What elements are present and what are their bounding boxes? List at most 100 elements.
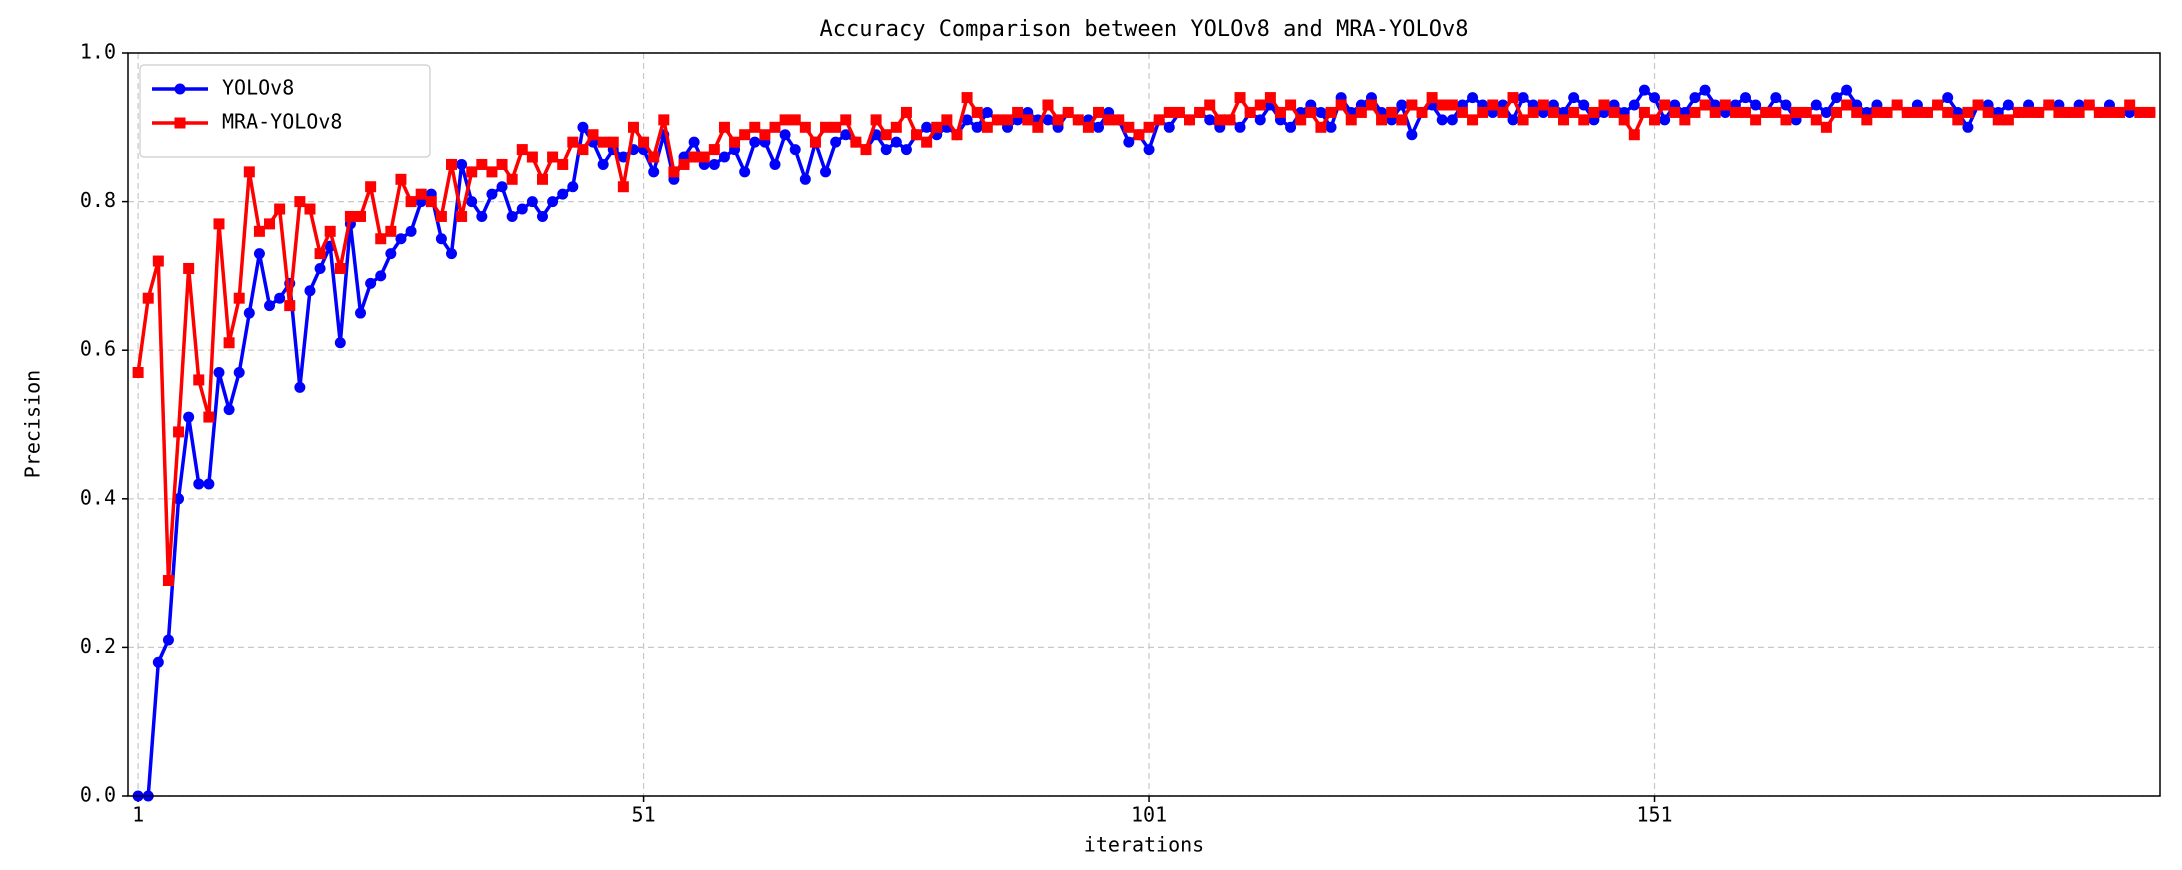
data-point xyxy=(708,158,720,170)
data-point xyxy=(365,181,377,193)
data-point xyxy=(274,292,286,304)
data-point xyxy=(860,144,872,156)
data-point xyxy=(820,121,832,133)
data-point xyxy=(334,337,346,349)
data-point xyxy=(2002,114,2014,126)
data-point xyxy=(264,218,276,230)
data-point xyxy=(1628,99,1640,111)
data-point xyxy=(1477,106,1489,118)
data-point xyxy=(1810,99,1822,111)
data-point xyxy=(365,277,377,289)
legend-marker xyxy=(174,83,186,95)
data-point xyxy=(294,196,306,208)
data-point xyxy=(243,166,255,178)
data-point xyxy=(1183,114,1195,126)
data-point xyxy=(264,300,276,312)
data-point xyxy=(1274,106,1286,118)
data-point xyxy=(243,307,255,319)
data-point xyxy=(1820,106,1832,118)
data-point xyxy=(213,218,225,230)
legend-label: MRA-YOLOv8 xyxy=(222,110,342,134)
data-point xyxy=(769,121,781,133)
data-point xyxy=(536,173,548,185)
data-point xyxy=(880,129,892,141)
data-point xyxy=(1396,114,1408,126)
data-point xyxy=(931,121,943,133)
data-point xyxy=(375,270,387,282)
data-point xyxy=(840,129,852,141)
data-point xyxy=(1285,121,1297,133)
data-point xyxy=(799,121,811,133)
data-point xyxy=(971,106,983,118)
data-point xyxy=(1770,106,1782,118)
data-point xyxy=(961,92,973,104)
data-point xyxy=(1830,106,1842,118)
data-point xyxy=(1467,92,1479,104)
data-point xyxy=(1568,92,1580,104)
data-point xyxy=(213,366,225,378)
data-point xyxy=(183,411,195,423)
series-line xyxy=(136,95,2150,583)
data-point xyxy=(1750,99,1762,111)
data-point xyxy=(577,144,589,156)
data-point xyxy=(1841,99,1853,111)
data-point xyxy=(617,151,629,163)
data-point xyxy=(233,292,245,304)
data-point xyxy=(1062,106,1074,118)
data-point xyxy=(1851,106,1863,118)
series-line xyxy=(138,88,2150,798)
data-point xyxy=(991,114,1003,126)
data-point xyxy=(294,381,306,393)
data-point xyxy=(1992,114,2004,126)
data-point xyxy=(1628,129,1640,141)
data-point xyxy=(466,166,478,178)
data-point xyxy=(1244,106,1256,118)
data-point xyxy=(324,225,336,237)
y-tick-label: 0.2 xyxy=(80,634,116,658)
data-point xyxy=(1942,106,1954,118)
data-point xyxy=(1598,99,1610,111)
data-point xyxy=(1679,114,1691,126)
data-point xyxy=(1072,114,1084,126)
data-point xyxy=(476,210,488,222)
data-point xyxy=(921,136,933,148)
data-point xyxy=(456,158,468,170)
data-point xyxy=(476,158,488,170)
data-point xyxy=(1750,114,1762,126)
data-point xyxy=(1558,114,1570,126)
data-point xyxy=(557,158,569,170)
data-point xyxy=(385,248,397,260)
data-point xyxy=(1153,114,1165,126)
data-point xyxy=(698,151,710,163)
data-point xyxy=(688,136,700,148)
legend-label: YOLOv8 xyxy=(222,76,294,100)
data-point xyxy=(1456,106,1468,118)
data-point xyxy=(779,114,791,126)
data-point xyxy=(708,144,720,156)
data-point xyxy=(1042,99,1054,111)
data-point xyxy=(1578,114,1590,126)
plot-frame xyxy=(127,52,2161,797)
data-point xyxy=(789,114,801,126)
data-point xyxy=(233,366,245,378)
data-point xyxy=(718,151,730,163)
data-point xyxy=(820,166,832,178)
data-point xyxy=(1234,121,1246,133)
data-point xyxy=(344,210,356,222)
data-point xyxy=(355,210,367,222)
data-point xyxy=(1032,121,1044,133)
data-point xyxy=(718,121,730,133)
data-point xyxy=(668,166,680,178)
data-point xyxy=(435,233,447,245)
data-point xyxy=(1517,92,1529,104)
data-point xyxy=(1871,106,1883,118)
data-point xyxy=(2073,106,2085,118)
data-point xyxy=(1689,92,1701,104)
data-point xyxy=(880,144,892,156)
data-point xyxy=(173,426,185,438)
data-point xyxy=(1214,114,1226,126)
data-point xyxy=(1204,114,1216,126)
data-point xyxy=(304,285,316,297)
data-point xyxy=(1942,92,1954,104)
data-point xyxy=(446,248,458,260)
